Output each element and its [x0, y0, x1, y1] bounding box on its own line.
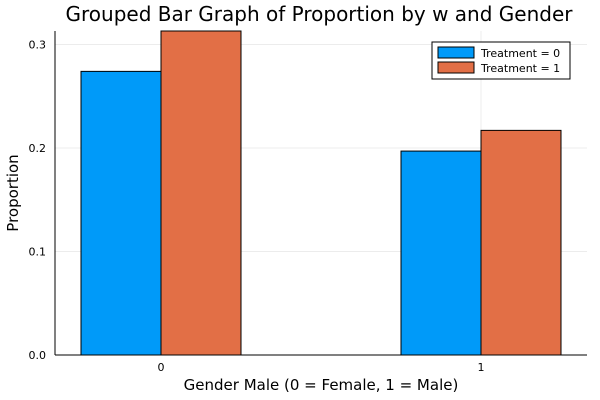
bar-treatment-0-gender-0 — [80, 70, 162, 356]
bar-treatment-1-gender-1 — [480, 129, 562, 356]
bar-treatment-0-gender-1 — [400, 150, 482, 356]
legend: Treatment = 0 Treatment = 1 — [431, 41, 571, 80]
y-tick-label: 0.1 — [29, 245, 47, 258]
legend-label-treatment-1: Treatment = 1 — [480, 62, 560, 75]
chart-title: Grouped Bar Graph of Proportion by w and… — [66, 2, 574, 26]
y-tick-label: 0.0 — [29, 349, 47, 362]
y-axis-label: Proportion — [4, 154, 22, 231]
legend-swatch-treatment-1 — [437, 61, 475, 74]
y-tick-labels: 0.0 0.1 0.2 0.3 — [29, 38, 47, 362]
legend-label-treatment-0: Treatment = 0 — [480, 47, 560, 60]
y-tick-label: 0.3 — [29, 38, 47, 51]
x-tick-label: 1 — [478, 361, 485, 374]
legend-swatch-treatment-0 — [437, 46, 475, 59]
x-axis-label: Gender Male (0 = Female, 1 = Male) — [184, 376, 459, 394]
bars — [80, 30, 562, 356]
y-tick-label: 0.2 — [29, 142, 47, 155]
bar-treatment-1-gender-0 — [160, 30, 242, 356]
x-tick-label: 0 — [158, 361, 165, 374]
